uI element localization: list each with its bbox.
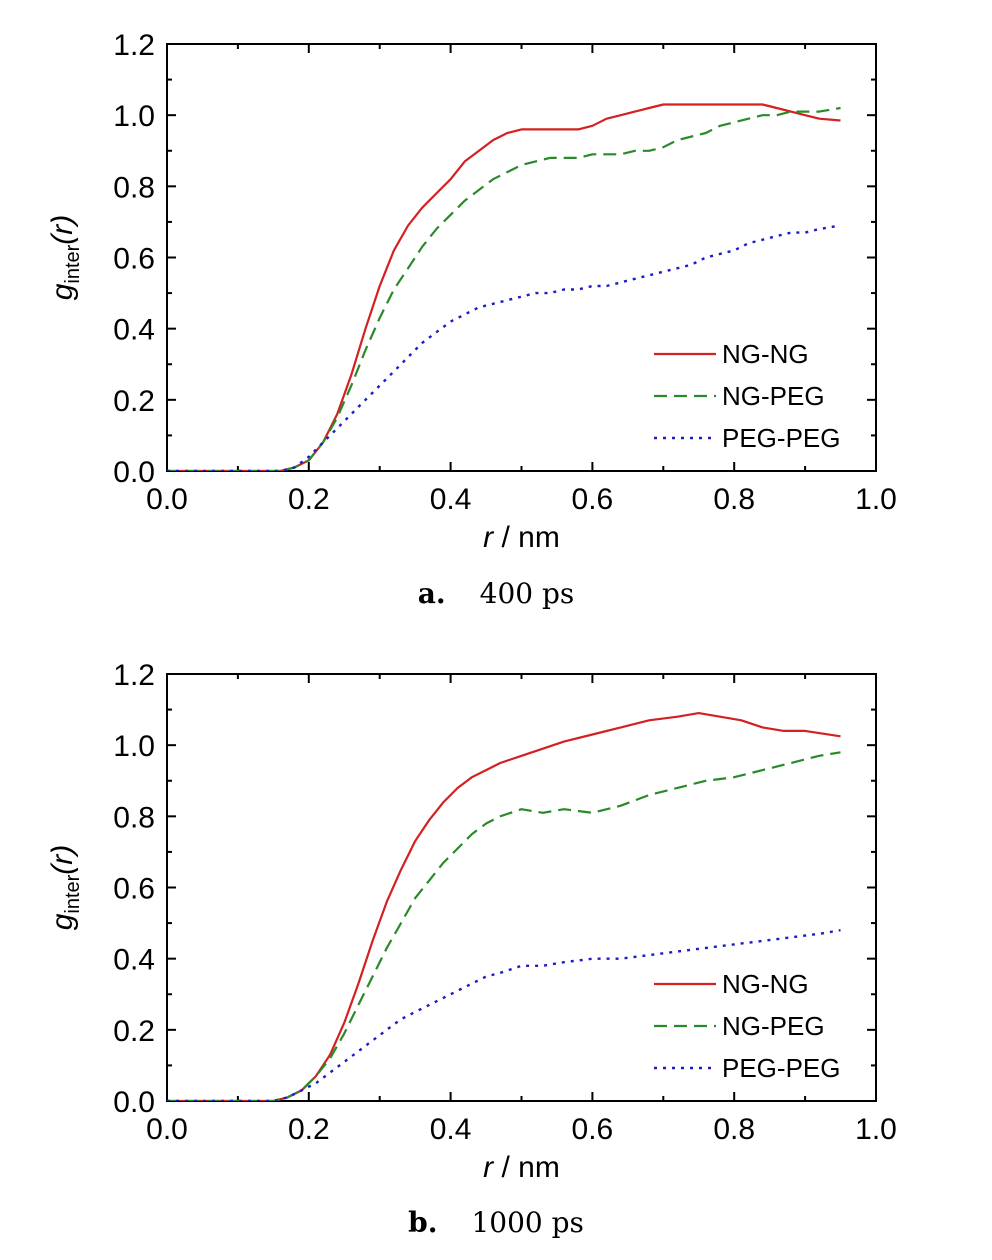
- legend-label-ng-ng: NG-NG: [722, 969, 809, 999]
- y-axis-label-g: g: [46, 283, 79, 300]
- series-line-ng-peg: [167, 751, 841, 1101]
- x-tick-label: 0.8: [713, 483, 755, 516]
- x-axis-label-unit: / nm: [493, 1151, 560, 1184]
- y-axis-label: ginter(r): [46, 845, 84, 931]
- x-axis-label: r / nm: [483, 521, 560, 554]
- y-axis-label: ginter(r): [46, 215, 84, 301]
- legend-label-peg-peg: PEG-PEG: [722, 1053, 840, 1083]
- y-tick-label: 1.2: [113, 659, 155, 692]
- y-axis-label-arg: (r): [46, 215, 79, 245]
- panel-caption-letter: a.: [418, 577, 446, 610]
- panel-caption: b. 1000 ps: [408, 1206, 584, 1239]
- x-tick-label: 0.4: [430, 1113, 472, 1146]
- y-tick-label: 0.8: [113, 171, 155, 204]
- series-line-ng-ng: [167, 103, 841, 471]
- chart-panel-a: 0.0 0.2 0.4 0.6 0.8 1.0 0.0 0.2 0.4 0.6 0.8 1.0 1.2 N…: [46, 29, 897, 610]
- series-line-ng-ng: [167, 712, 841, 1101]
- y-tick-label: 1.0: [113, 730, 155, 763]
- panel-caption-time: 400 ps: [480, 577, 575, 610]
- x-tick-label: 0.0: [146, 1113, 188, 1146]
- x-axis-label-unit: / nm: [493, 521, 560, 554]
- x-axis-label-var: r: [483, 1151, 494, 1184]
- y-tick-label: 0.4: [113, 944, 155, 977]
- y-tick-label: 0.0: [113, 456, 155, 489]
- y-axis-label-sub: inter: [62, 874, 84, 913]
- x-tick-label: 0.2: [288, 1113, 330, 1146]
- y-tick-label: 1.0: [113, 100, 155, 133]
- x-tick-label: 1.0: [855, 1113, 897, 1146]
- series-line-peg-peg: [167, 929, 841, 1101]
- y-tick-label: 0.6: [113, 243, 155, 276]
- panel-caption: a. 400 ps: [418, 577, 575, 610]
- series-line-ng-peg: [167, 106, 841, 471]
- y-axis-label-sub: inter: [62, 244, 84, 283]
- legend-label-ng-ng: NG-NG: [722, 339, 809, 369]
- panel-caption-letter: b.: [408, 1206, 437, 1239]
- x-tick-label: 1.0: [855, 483, 897, 516]
- legend-label-peg-peg: PEG-PEG: [722, 423, 840, 453]
- x-tick-label: 0.6: [572, 1113, 614, 1146]
- y-axis-label-g: g: [46, 913, 79, 930]
- x-axis-label: r / nm: [483, 1151, 560, 1184]
- x-tick-label: 0.8: [713, 1113, 755, 1146]
- y-tick-label: 0.2: [113, 1015, 155, 1048]
- y-tick-label: 0.4: [113, 314, 155, 347]
- y-tick-label: 0.0: [113, 1086, 155, 1119]
- y-tick-label: 1.2: [113, 29, 155, 62]
- x-tick-label: 0.0: [146, 483, 188, 516]
- y-tick-label: 0.6: [113, 873, 155, 906]
- y-tick-label: 0.2: [113, 385, 155, 418]
- panel-caption-time: 1000 ps: [471, 1206, 583, 1239]
- x-tick-label: 0.2: [288, 483, 330, 516]
- y-axis-label-arg: (r): [46, 845, 79, 875]
- x-axis-label-var: r: [483, 521, 494, 554]
- x-tick-label: 0.6: [572, 483, 614, 516]
- chart-panel-b: 0.0 0.2 0.4 0.6 0.8 1.0 0.0 0.2 0.4 0.6 0.8 1.0 1.2 N…: [46, 659, 897, 1239]
- y-tick-label: 0.8: [113, 801, 155, 834]
- legend-label-ng-peg: NG-PEG: [722, 381, 825, 411]
- x-tick-label: 0.4: [430, 483, 472, 516]
- legend-label-ng-peg: NG-PEG: [722, 1011, 825, 1041]
